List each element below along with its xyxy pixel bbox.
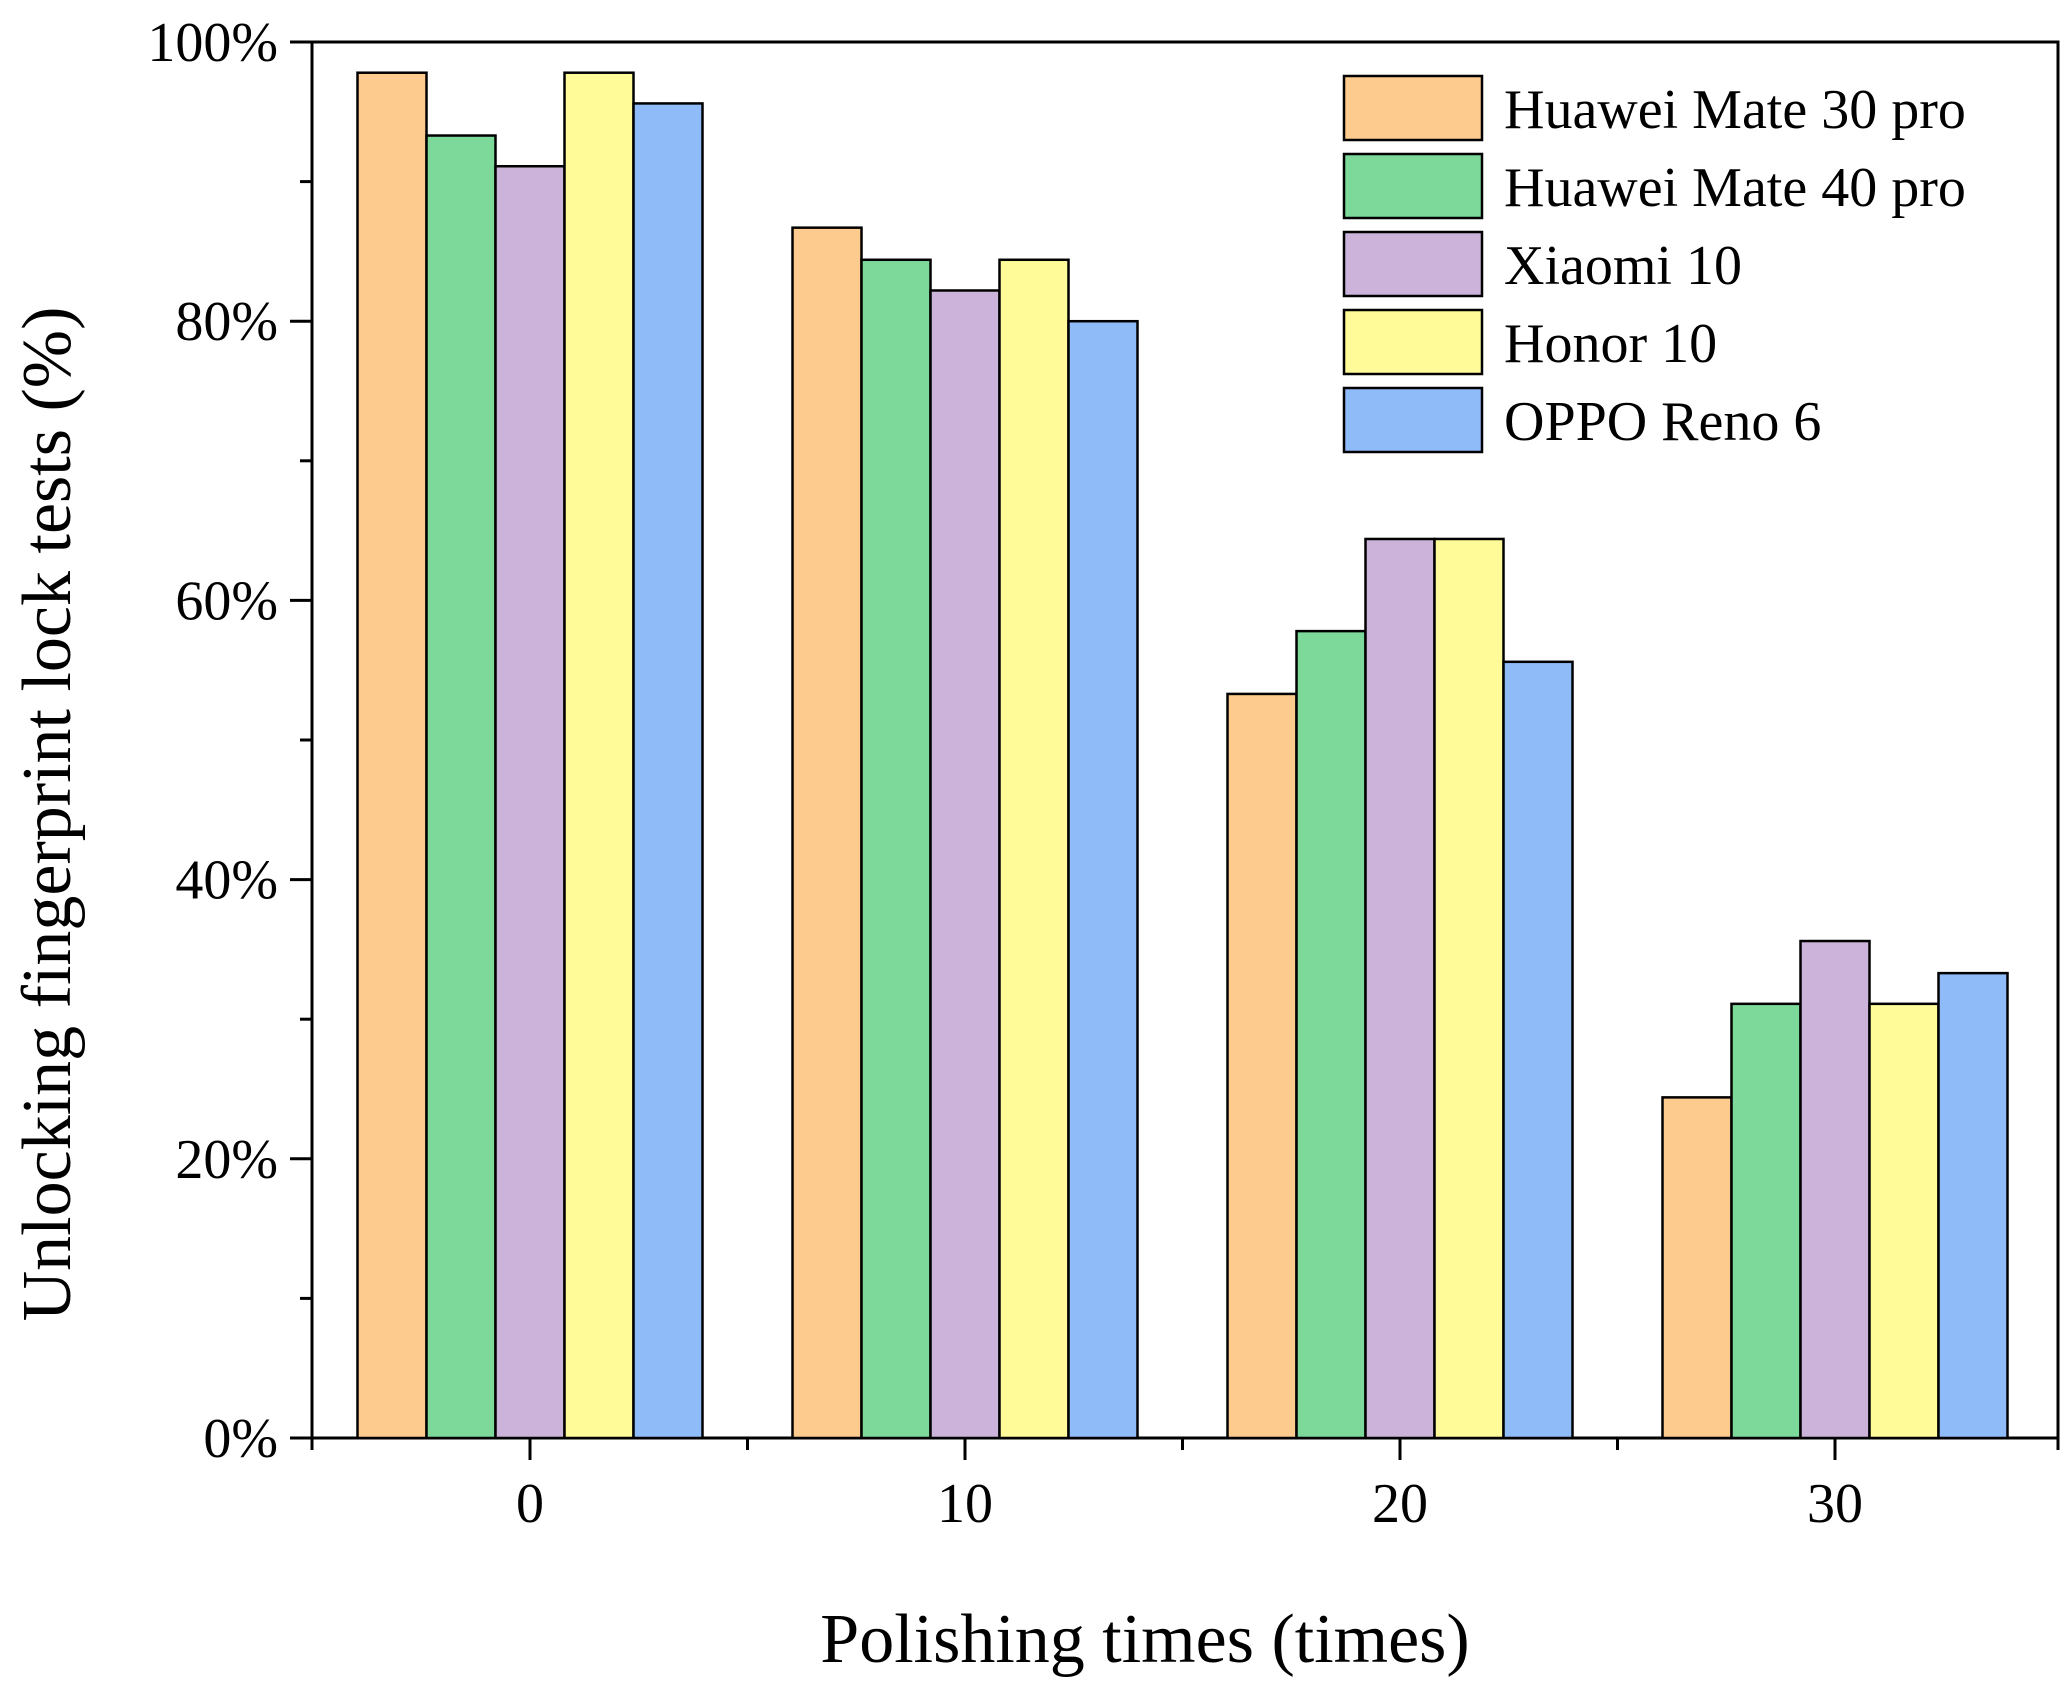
bars bbox=[356, 71, 2009, 1440]
y-tick-label: 60% bbox=[175, 570, 278, 632]
bar-honor-10-30 bbox=[1868, 1002, 1940, 1440]
x-axis-title: Polishing times (times) bbox=[820, 1601, 1469, 1678]
bar-huawei-mate-40-pro-30 bbox=[1730, 1002, 1802, 1440]
bar-huawei-mate-30-pro-30 bbox=[1661, 1096, 1733, 1440]
y-tick-label: 80% bbox=[175, 291, 278, 353]
bar-xiaomi-10-20 bbox=[1364, 537, 1436, 1440]
bar-honor-10-20 bbox=[1433, 537, 1505, 1440]
bar-huawei-mate-30-pro-20 bbox=[1226, 692, 1298, 1440]
bar-honor-10-0 bbox=[563, 71, 635, 1440]
legend-label: Huawei Mate 40 pro bbox=[1504, 157, 1966, 219]
y-tick-label: 20% bbox=[175, 1129, 278, 1191]
bar-oppo-reno-6-10 bbox=[1067, 319, 1139, 1440]
y-tick-label: 0% bbox=[203, 1408, 278, 1470]
bar-xiaomi-10-10 bbox=[929, 289, 1001, 1440]
legend-swatch-honor-10 bbox=[1342, 308, 1484, 376]
bar-oppo-reno-6-0 bbox=[632, 102, 704, 1440]
bar-huawei-mate-40-pro-20 bbox=[1295, 629, 1367, 1440]
axes: 0% 20% 40% 60% 80% 100% 0 10 20 30 bbox=[147, 12, 2060, 1535]
y-tick-label: 40% bbox=[175, 850, 278, 912]
bar-xiaomi-10-30 bbox=[1799, 939, 1871, 1440]
bar-oppo-reno-6-20 bbox=[1502, 660, 1574, 1440]
x-tick-label: 10 bbox=[937, 1473, 993, 1535]
legend-swatch-huawei-mate-40-pro bbox=[1342, 152, 1484, 220]
legend-label: Honor 10 bbox=[1504, 313, 1717, 375]
legend-swatch-oppo-reno-6 bbox=[1342, 386, 1484, 454]
legend-label: Xiaomi 10 bbox=[1504, 235, 1742, 297]
legend: Huawei Mate 30 pro Huawei Mate 40 pro Xiao… bbox=[1342, 74, 1966, 454]
bar-xiaomi-10-0 bbox=[494, 164, 566, 1440]
bar-honor-10-10 bbox=[998, 258, 1070, 1440]
bar-huawei-mate-30-pro-10 bbox=[791, 226, 863, 1440]
x-tick-label: 30 bbox=[1807, 1473, 1863, 1535]
y-tick-label: 100% bbox=[147, 12, 278, 74]
legend-swatch-xiaomi-10 bbox=[1342, 230, 1484, 298]
bar-huawei-mate-40-pro-0 bbox=[425, 134, 497, 1440]
legend-label: OPPO Reno 6 bbox=[1504, 391, 1821, 453]
bar-huawei-mate-40-pro-10 bbox=[860, 258, 932, 1440]
x-tick-label: 20 bbox=[1372, 1473, 1428, 1535]
y-axis-title: Unlocking fingerprint lock tests (%) bbox=[9, 307, 86, 1322]
legend-label: Huawei Mate 30 pro bbox=[1504, 79, 1966, 141]
bar-oppo-reno-6-30 bbox=[1937, 971, 2009, 1440]
legend-swatch-huawei-mate-30-pro bbox=[1342, 74, 1484, 142]
bar-huawei-mate-30-pro-0 bbox=[356, 71, 428, 1440]
x-tick-label: 0 bbox=[516, 1473, 544, 1535]
